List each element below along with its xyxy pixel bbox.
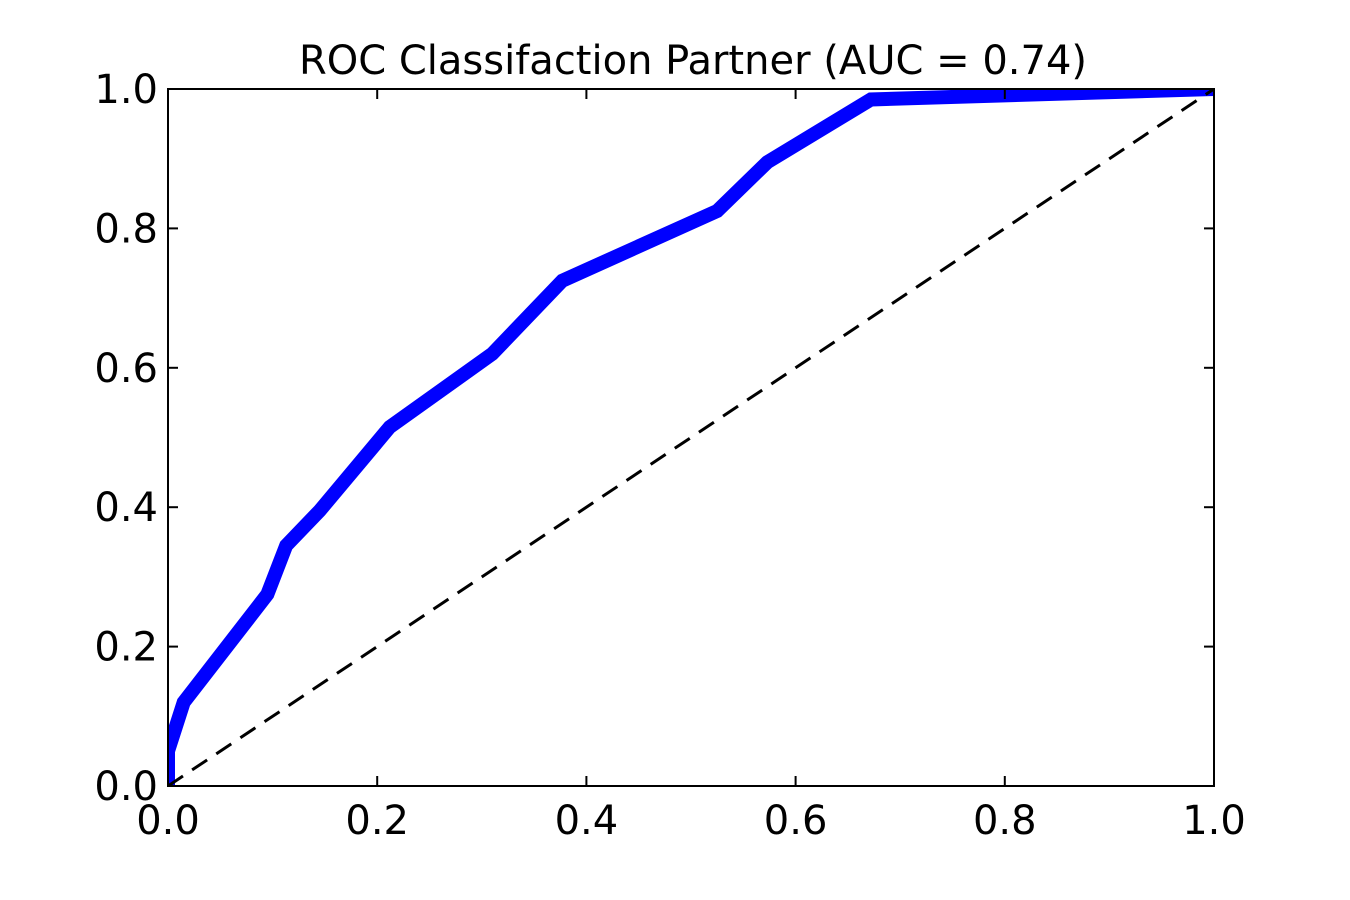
- y-tick-label: 1.0: [94, 67, 158, 113]
- chart-title: ROC Classifaction Partner (AUC = 0.74): [299, 38, 1087, 84]
- x-tick-label: 0.2: [345, 798, 409, 844]
- series-layer: [168, 89, 1214, 786]
- y-tick-label: 0.2: [94, 625, 158, 671]
- y-tick-label: 0.0: [94, 764, 158, 810]
- y-tick-label: 0.4: [94, 485, 158, 531]
- x-tick-label: 0.6: [764, 798, 828, 844]
- plot-area: [168, 89, 1214, 786]
- plot-frame: [167, 88, 1215, 787]
- x-tick-label: 0.8: [973, 798, 1037, 844]
- roc-curve-line: [168, 89, 1214, 786]
- diagonal-reference-line: [168, 89, 1214, 786]
- x-tick-label: 1.0: [1182, 798, 1246, 844]
- ticks-layer: 0.0 0.2 0.4 0.6 0.8 1.0 0.0 0.2 0.4 0.6 0.8 1.0: [94, 67, 1245, 844]
- y-tick-label: 0.8: [94, 206, 158, 252]
- x-tick-label: 0.4: [555, 798, 619, 844]
- y-tick-label: 0.6: [94, 346, 158, 392]
- x-tick-label: 0.0: [136, 798, 200, 844]
